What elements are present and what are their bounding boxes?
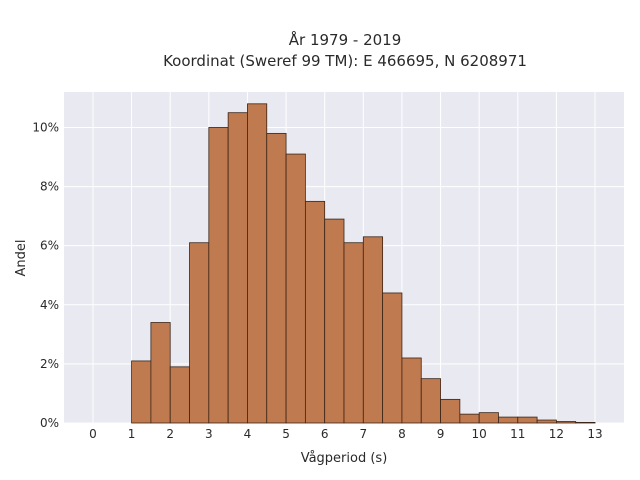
- y-tick-label: 10%: [32, 120, 59, 134]
- histogram-bar: [324, 218, 345, 424]
- histogram-bar: [189, 242, 210, 424]
- y-tick-label: 2%: [40, 357, 59, 371]
- x-tick-label: 2: [166, 427, 174, 441]
- histogram-bar: [304, 200, 326, 424]
- chart-title-line2: Koordinat (Sweref 99 TM): E 466695, N 62…: [163, 52, 527, 70]
- histogram-bar: [169, 366, 190, 424]
- histogram-bar: [247, 103, 268, 424]
- histogram-bar: [382, 292, 403, 424]
- histogram-bar: [517, 416, 538, 424]
- x-tick-label: 8: [398, 427, 406, 441]
- x-tick-label: 1: [128, 427, 136, 441]
- y-tick-label: 6%: [40, 239, 59, 253]
- histogram-bars: [131, 103, 596, 424]
- histogram-bar: [208, 127, 229, 424]
- y-tick-label: 8%: [40, 180, 59, 194]
- x-tick-label: 3: [205, 427, 213, 441]
- x-tick-label: 7: [359, 427, 367, 441]
- histogram-bar: [536, 419, 557, 424]
- x-tick-label: 5: [282, 427, 290, 441]
- histogram-bar: [150, 322, 171, 424]
- histogram-bar: [285, 153, 306, 424]
- histogram-bar: [266, 132, 287, 424]
- histogram-bar: [131, 360, 152, 424]
- x-axis-ticks: 0 1 2 3 4 5 6 7 8 9 10 11 12 13: [89, 427, 603, 441]
- y-axis-ticks: 0% 2% 4% 6% 8% 10%: [32, 120, 59, 430]
- histogram-bar: [362, 236, 384, 424]
- histogram-bar: [420, 378, 441, 424]
- chart-title-line1: År 1979 - 2019: [289, 30, 402, 49]
- x-tick-label: 13: [587, 427, 602, 441]
- x-tick-label: 9: [437, 427, 445, 441]
- x-tick-label: 11: [510, 427, 525, 441]
- y-tick-label: 0%: [40, 416, 59, 430]
- histogram-bar: [575, 422, 596, 424]
- x-tick-label: 12: [549, 427, 564, 441]
- x-axis-label: Vågperiod (s): [301, 451, 388, 466]
- histogram-bar: [401, 357, 422, 424]
- histogram-bar: [343, 242, 364, 424]
- histogram-bar: [498, 416, 519, 424]
- histogram-bar: [227, 112, 248, 424]
- histogram-bar: [556, 421, 577, 424]
- histogram-bar: [478, 412, 499, 424]
- y-tick-label: 4%: [40, 298, 59, 312]
- histogram-bar: [459, 413, 480, 424]
- y-axis-label: Andel: [14, 240, 29, 277]
- x-tick-label: 6: [321, 427, 329, 441]
- x-tick-label: 10: [472, 427, 487, 441]
- x-tick-label: 4: [244, 427, 252, 441]
- x-tick-label: 0: [89, 427, 97, 441]
- histogram-bar: [440, 398, 461, 424]
